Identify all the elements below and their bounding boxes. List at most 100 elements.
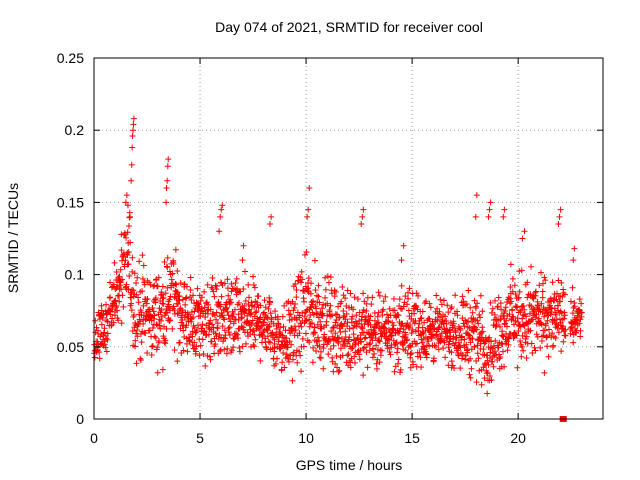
data-point — [246, 306, 253, 313]
data-point — [124, 229, 131, 236]
data-point — [293, 287, 300, 294]
data-point — [502, 308, 509, 315]
data-point — [162, 337, 169, 344]
data-point — [140, 302, 147, 309]
data-point — [139, 252, 146, 259]
data-point — [158, 291, 165, 298]
data-point — [469, 319, 476, 326]
data-point — [221, 280, 228, 287]
data-point — [224, 276, 231, 283]
data-point — [167, 317, 174, 324]
y-tick-label: 0 — [76, 411, 84, 427]
data-point — [166, 296, 173, 303]
data-point — [499, 328, 506, 335]
data-point — [386, 349, 393, 356]
data-point — [221, 316, 228, 323]
data-point — [413, 290, 420, 297]
data-point — [529, 316, 536, 323]
data-point — [134, 274, 141, 281]
data-point — [214, 320, 221, 327]
data-point — [307, 280, 314, 287]
data-point — [459, 351, 466, 358]
y-tick-label: 0.2 — [65, 122, 85, 138]
data-point — [118, 231, 125, 238]
data-point — [230, 310, 237, 317]
data-point — [486, 373, 493, 380]
data-point — [469, 309, 476, 316]
data-point — [439, 317, 446, 324]
data-point — [347, 359, 354, 366]
data-point — [419, 339, 426, 346]
data-point — [384, 311, 391, 318]
data-point — [203, 299, 210, 306]
data-point — [130, 287, 137, 294]
data-point — [298, 368, 305, 375]
data-point — [532, 288, 539, 295]
data-point — [489, 358, 496, 365]
data-point — [442, 313, 449, 320]
data-point — [390, 322, 397, 329]
data-point — [107, 279, 114, 286]
data-point — [194, 300, 201, 307]
data-point — [289, 327, 296, 334]
data-point — [253, 308, 260, 315]
data-point — [163, 199, 170, 206]
data-point — [181, 314, 188, 321]
data-point — [474, 337, 481, 344]
data-point — [197, 342, 204, 349]
data-point — [252, 309, 259, 316]
data-point — [453, 335, 460, 342]
data-point — [477, 338, 484, 345]
data-point — [118, 320, 125, 327]
data-point — [475, 320, 482, 327]
data-point — [328, 312, 335, 319]
data-point — [437, 333, 444, 340]
data-point — [303, 307, 310, 314]
data-point — [299, 276, 306, 283]
data-point — [290, 349, 297, 356]
data-point — [228, 347, 235, 354]
data-point — [350, 306, 357, 313]
data-point — [377, 352, 384, 359]
data-point — [370, 345, 377, 352]
data-point — [294, 359, 301, 366]
data-point — [472, 213, 479, 220]
data-point — [445, 341, 452, 348]
data-point — [306, 316, 313, 323]
data-point — [99, 314, 106, 321]
data-point — [212, 330, 219, 337]
data-point — [556, 213, 563, 220]
data-point — [395, 356, 402, 363]
data-point — [183, 322, 190, 329]
data-point — [435, 346, 442, 353]
data-point — [264, 333, 271, 340]
data-point — [523, 333, 530, 340]
data-point — [238, 323, 245, 330]
data-point — [292, 301, 299, 308]
data-point — [274, 355, 281, 362]
data-point — [287, 311, 294, 318]
data-point — [120, 303, 127, 310]
data-point — [130, 127, 137, 134]
data-point — [404, 336, 411, 343]
data-point — [164, 177, 171, 184]
data-point — [230, 344, 237, 351]
data-point — [272, 360, 279, 367]
data-point — [351, 359, 358, 366]
data-point — [337, 345, 344, 352]
data-point — [298, 323, 305, 330]
data-point — [368, 326, 375, 333]
data-point — [484, 352, 491, 359]
data-point — [223, 304, 230, 311]
data-point — [396, 296, 403, 303]
data-point — [236, 344, 243, 351]
data-point — [488, 376, 495, 383]
data-point — [128, 307, 135, 314]
data-point — [174, 310, 181, 317]
data-point — [357, 347, 364, 354]
data-point — [515, 295, 522, 302]
data-point — [558, 279, 565, 286]
data-point — [283, 351, 290, 358]
data-point — [428, 335, 435, 342]
x-tick-label: 10 — [298, 430, 314, 446]
